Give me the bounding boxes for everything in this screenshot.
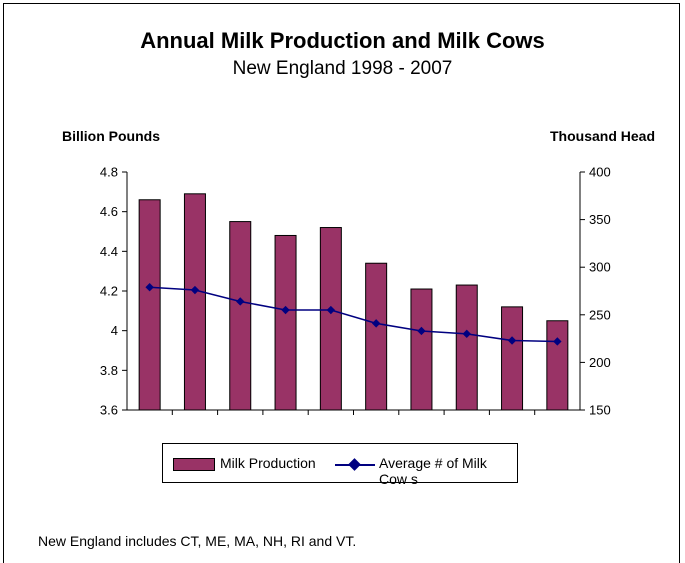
legend-swatch-milk-production bbox=[173, 458, 215, 471]
chart-frame bbox=[3, 3, 680, 563]
legend-marker-milk-cows bbox=[348, 458, 361, 471]
bar-2004 bbox=[410, 288, 433, 411]
point-milk-cows-2003 bbox=[371, 319, 381, 328]
chart-subtitle: New England 1998 - 2007 bbox=[232, 58, 453, 79]
point-milk-cows-1999 bbox=[190, 285, 200, 295]
point-milk-cows-1998 bbox=[145, 282, 154, 292]
y-left-tick-label: 4 bbox=[111, 323, 118, 338]
chart-title: Annual Milk Production and Milk Cows bbox=[140, 28, 545, 53]
chart-legend: Milk Production Average # of Milk Cow s bbox=[162, 443, 518, 487]
y-right-tick-label: 300 bbox=[589, 260, 611, 275]
bar-1998 bbox=[138, 199, 161, 411]
bar-2007 bbox=[546, 320, 569, 411]
point-milk-cows-2002 bbox=[326, 305, 336, 315]
point-milk-cows-2007 bbox=[553, 337, 562, 346]
y-axis-left-label: Billion Pounds bbox=[62, 128, 160, 144]
y-right-tick-label: 200 bbox=[589, 355, 611, 370]
y-right-tick-label: 150 bbox=[589, 403, 611, 418]
y-right-tick-label: 350 bbox=[589, 212, 611, 227]
point-milk-cows-2000 bbox=[236, 297, 245, 306]
point-milk-cows-2005 bbox=[462, 329, 471, 339]
footnote: New England includes CT, ME, MA, NH, RI … bbox=[38, 533, 357, 549]
y-left-tick-label: 3.8 bbox=[100, 363, 118, 378]
point-milk-cows-2001 bbox=[281, 305, 290, 315]
point-milk-cows-2006 bbox=[507, 336, 517, 345]
bar-2000 bbox=[229, 221, 252, 411]
y-right-tick-label: 400 bbox=[589, 165, 611, 180]
bar-2003 bbox=[365, 262, 388, 411]
bar-1999 bbox=[183, 193, 206, 411]
bar-2001 bbox=[274, 234, 297, 411]
line-milk-cows bbox=[149, 286, 558, 343]
chart-plot: 3.6 3.8 4 4.2 4.4 4.6 4.8 150 200 250 300 350 400 bbox=[100, 165, 611, 418]
y-right-tick-label: 250 bbox=[589, 307, 611, 322]
legend-label-milk-cows: Average # of Milk Cow s bbox=[379, 455, 487, 487]
y-left-tick-label: 4.2 bbox=[100, 284, 118, 299]
bar-2002 bbox=[319, 227, 342, 411]
y-axis-right-label: Thousand Head bbox=[549, 128, 655, 144]
y-left-tick-label: 4.8 bbox=[100, 165, 118, 180]
point-milk-cows-2004 bbox=[417, 326, 426, 336]
bar-2006 bbox=[501, 306, 524, 411]
y-left-tick-label: 4.6 bbox=[100, 204, 118, 219]
legend-label-milk-production: Milk Production bbox=[220, 455, 316, 471]
y-left-tick-label: 3.6 bbox=[100, 403, 118, 418]
y-left-tick-label: 4.4 bbox=[100, 244, 118, 259]
bar-2005 bbox=[455, 284, 478, 411]
